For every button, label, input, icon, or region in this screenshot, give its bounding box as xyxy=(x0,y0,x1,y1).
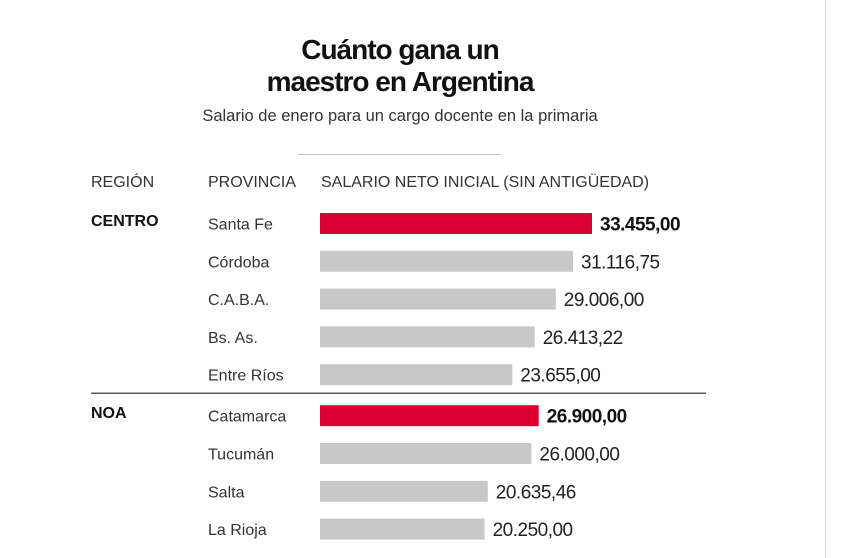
province-label: Catamarca xyxy=(208,409,286,426)
province-label: Santa Fe xyxy=(208,217,273,234)
region-label: NOA xyxy=(91,405,127,422)
salary-bar xyxy=(320,405,539,427)
province-label: Tucumán xyxy=(208,447,274,464)
region-label: CENTRO xyxy=(91,213,159,230)
chart-title-line-2: maestro en Argentina xyxy=(266,66,535,97)
province-label: C.A.B.A. xyxy=(208,292,269,309)
chart-subtitle: Salario de enero para un cargo docente e… xyxy=(202,107,598,125)
salary-bar xyxy=(320,443,532,464)
salary-value-label: 23.655,00 xyxy=(520,366,600,387)
salary-value-label: 26.900,00 xyxy=(547,407,627,428)
page-edge-divider xyxy=(825,0,826,558)
header-region: REGIÓN xyxy=(91,174,155,191)
province-label: Bs. As. xyxy=(208,330,258,347)
salary-bar xyxy=(320,480,488,502)
salary-bar xyxy=(320,518,485,540)
chart-title-line-1: Cuánto gana un xyxy=(301,34,500,65)
province-label: Córdoba xyxy=(208,254,269,271)
province-label: La Rioja xyxy=(208,522,267,539)
title-separator xyxy=(298,154,500,155)
salary-value-label: 26.413,22 xyxy=(543,328,623,349)
salary-value-label: 20.250,00 xyxy=(493,520,573,541)
header-province: PROVINCIA xyxy=(208,174,297,191)
province-label: Entre Ríos xyxy=(208,368,284,385)
salary-value-label: 26.000,00 xyxy=(539,445,619,466)
salary-bar xyxy=(320,364,513,386)
province-label: Salta xyxy=(208,484,245,501)
salary-bar xyxy=(320,288,556,310)
salary-value-label: 33.455,00 xyxy=(600,215,680,236)
salary-value-label: 29.006,00 xyxy=(564,290,644,311)
salary-bar xyxy=(320,250,573,272)
salary-bar xyxy=(320,213,592,234)
header-salary: SALARIO NETO INICIAL (SIN ANTIGÜEDAD) xyxy=(321,174,650,191)
salary-bar xyxy=(320,326,535,348)
salary-value-label: 20.635,46 xyxy=(496,482,576,503)
salary-value-label: 31.116,75 xyxy=(581,252,660,273)
